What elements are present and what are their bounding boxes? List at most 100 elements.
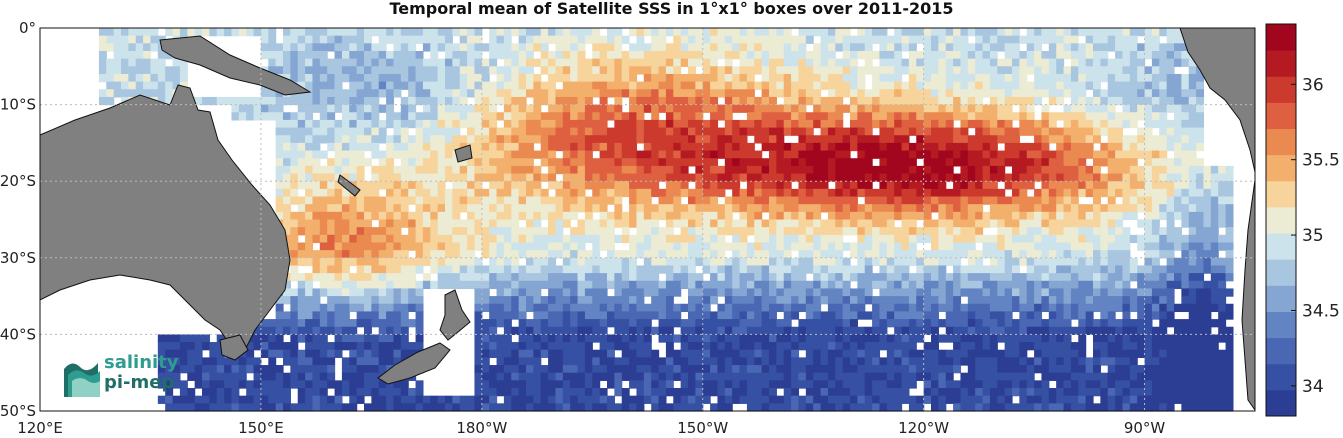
salinity-cell bbox=[305, 257, 314, 267]
salinity-cell bbox=[511, 66, 520, 75]
salinity-cell bbox=[1012, 280, 1020, 290]
salinity-cell bbox=[710, 142, 719, 152]
salinity-cell bbox=[496, 135, 505, 144]
salinity-cell bbox=[997, 165, 1006, 175]
salinity-cell bbox=[1129, 181, 1138, 190]
salinity-cell bbox=[312, 288, 321, 297]
salinity-cell bbox=[481, 288, 490, 297]
salinity-cell bbox=[1019, 127, 1028, 136]
salinity-cell bbox=[931, 303, 939, 313]
salinity-cell bbox=[349, 219, 358, 228]
salinity-cell bbox=[1174, 257, 1182, 267]
salinity-cell bbox=[1188, 319, 1197, 328]
salinity-cell bbox=[864, 227, 873, 236]
salinity-cell bbox=[1196, 288, 1205, 297]
salinity-cell bbox=[1063, 288, 1072, 297]
salinity-cell bbox=[813, 112, 822, 121]
salinity-cell bbox=[246, 112, 255, 121]
salinity-cell bbox=[371, 81, 380, 90]
salinity-cell bbox=[327, 89, 336, 98]
salinity-cell bbox=[710, 135, 719, 144]
salinity-cell bbox=[629, 326, 638, 335]
salinity-cell bbox=[850, 43, 858, 52]
salinity-cell bbox=[702, 219, 711, 228]
salinity-cell bbox=[128, 89, 137, 98]
salinity-cell bbox=[430, 96, 439, 106]
salinity-cell bbox=[187, 334, 196, 343]
salinity-cell bbox=[334, 119, 343, 129]
salinity-cell bbox=[739, 158, 748, 167]
salinity-cell bbox=[496, 150, 505, 159]
salinity-cell bbox=[408, 150, 417, 159]
salinity-cell bbox=[746, 127, 755, 136]
salinity-cell bbox=[960, 158, 969, 167]
salinity-cell bbox=[1115, 135, 1124, 144]
salinity-cell bbox=[1093, 326, 1101, 335]
salinity-cell bbox=[879, 73, 888, 83]
salinity-cell bbox=[688, 104, 696, 113]
salinity-cell bbox=[555, 28, 564, 37]
salinity-cell bbox=[1144, 173, 1153, 182]
salinity-cell bbox=[341, 296, 350, 305]
salinity-cell bbox=[636, 181, 645, 190]
salinity-cell bbox=[857, 227, 866, 236]
salinity-cell bbox=[599, 288, 608, 297]
salinity-cell bbox=[312, 219, 321, 228]
salinity-cell bbox=[290, 165, 299, 175]
salinity-cell bbox=[769, 204, 777, 213]
salinity-cell bbox=[437, 35, 446, 44]
salinity-cell bbox=[1078, 165, 1087, 175]
salinity-cell bbox=[349, 66, 358, 75]
salinity-cell bbox=[1070, 89, 1079, 98]
salinity-cell bbox=[378, 89, 387, 98]
salinity-cell bbox=[1159, 227, 1168, 236]
salinity-cell bbox=[967, 326, 976, 335]
salinity-cell bbox=[1144, 211, 1153, 221]
salinity-cell bbox=[393, 135, 402, 144]
salinity-cell bbox=[518, 112, 527, 121]
salinity-cell bbox=[1166, 142, 1175, 152]
salinity-cell bbox=[931, 96, 939, 106]
salinity-cell bbox=[290, 334, 299, 343]
salinity-cell bbox=[857, 28, 866, 37]
salinity-cell bbox=[1129, 234, 1138, 244]
salinity-cell bbox=[1078, 219, 1087, 228]
salinity-cell bbox=[842, 35, 851, 44]
salinity-cell bbox=[923, 35, 932, 44]
salinity-cell bbox=[872, 234, 881, 244]
salinity-cell bbox=[879, 280, 888, 290]
salinity-cell bbox=[481, 112, 490, 121]
salinity-cell bbox=[1100, 173, 1109, 182]
salinity-cell bbox=[746, 288, 755, 297]
salinity-cell bbox=[305, 28, 314, 37]
salinity-cell bbox=[636, 50, 645, 60]
salinity-cell bbox=[364, 181, 372, 190]
salinity-cell bbox=[408, 242, 417, 251]
salinity-cell bbox=[533, 135, 542, 144]
salinity-cell bbox=[916, 165, 925, 175]
salinity-cell bbox=[982, 319, 991, 328]
salinity-cell bbox=[467, 196, 476, 205]
salinity-cell bbox=[1188, 265, 1197, 274]
salinity-cell bbox=[1056, 50, 1065, 60]
salinity-cell bbox=[1056, 58, 1065, 67]
salinity-cell bbox=[754, 280, 763, 290]
salinity-cell bbox=[1225, 257, 1234, 267]
salinity-cell bbox=[393, 265, 402, 274]
salinity-cell bbox=[989, 234, 998, 244]
salinity-cell bbox=[680, 58, 689, 67]
salinity-cell bbox=[562, 112, 571, 121]
salinity-cell bbox=[165, 89, 174, 98]
salinity-cell bbox=[1041, 50, 1050, 60]
salinity-cell bbox=[1100, 234, 1109, 244]
salinity-cell bbox=[341, 28, 350, 37]
salinity-cell bbox=[518, 280, 527, 290]
salinity-cell bbox=[1115, 96, 1124, 106]
salinity-cell bbox=[489, 334, 498, 343]
salinity-cell bbox=[592, 119, 601, 129]
salinity-cell bbox=[960, 311, 969, 320]
salinity-cell bbox=[518, 173, 527, 182]
salinity-cell bbox=[695, 219, 704, 228]
salinity-cell bbox=[400, 66, 409, 75]
salinity-cell bbox=[1085, 173, 1094, 182]
